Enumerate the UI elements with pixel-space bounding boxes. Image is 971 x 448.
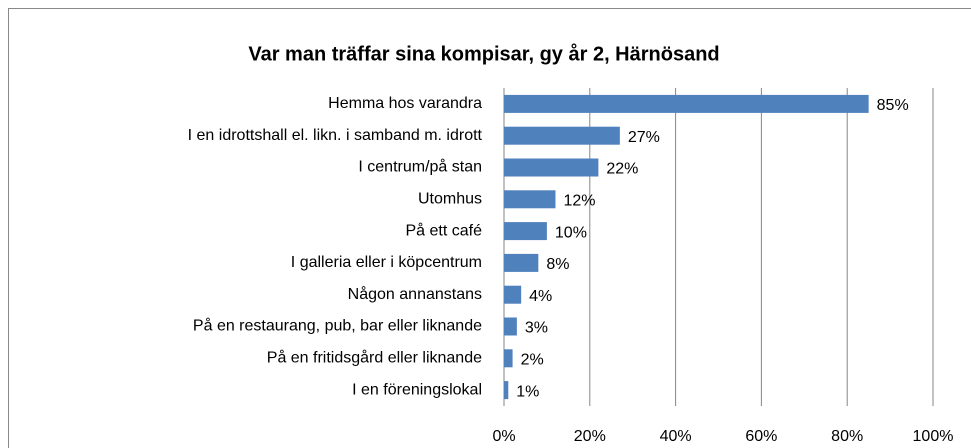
bar (504, 222, 547, 241)
x-tick-label: 100% (913, 428, 954, 445)
value-label: 8% (546, 256, 569, 273)
value-label: 4% (529, 288, 552, 305)
y-tick-label: Någon annanstans (348, 285, 482, 303)
bar (504, 190, 556, 209)
y-tick-label: I en föreningslokal (352, 381, 482, 398)
value-label: 3% (525, 320, 548, 337)
value-label: 27% (628, 129, 660, 146)
y-tick-label: Utomhus (418, 191, 482, 208)
value-label: 10% (555, 224, 587, 241)
bar (504, 253, 539, 272)
bar (504, 381, 509, 400)
bar (504, 94, 869, 113)
y-tick-label: På en restaurang, pub, bar eller liknand… (193, 317, 482, 335)
y-tick-label: Hemma hos varandra (328, 95, 482, 112)
x-tick-label: 0% (492, 428, 515, 445)
value-label: 12% (563, 193, 595, 210)
x-tick-label: 20% (574, 428, 606, 445)
bar (504, 285, 522, 304)
bar (504, 126, 620, 145)
y-tick-label: På en fritidsgård eller liknande (267, 349, 482, 367)
value-label: 22% (606, 161, 638, 178)
y-tick-label: I galleria eller i köpcentrum (291, 254, 482, 271)
x-tick-label: 40% (660, 428, 692, 445)
value-label: 2% (521, 352, 544, 369)
y-tick-label: På ett café (406, 221, 483, 239)
chart-title: Var man träffar sina kompisar, gy år 2, … (248, 42, 719, 65)
value-label: 85% (877, 97, 909, 114)
y-tick-label: I en idrottshall el. likn. i samband m. … (188, 127, 483, 144)
x-tick-label: 60% (745, 428, 777, 445)
chart-frame (8, 8, 971, 448)
bar (504, 158, 599, 177)
bar (504, 349, 513, 368)
x-tick-label: 80% (831, 428, 863, 445)
y-tick-label: I centrum/på stan (358, 158, 482, 176)
bar (504, 317, 517, 336)
value-label: 1% (516, 383, 539, 400)
